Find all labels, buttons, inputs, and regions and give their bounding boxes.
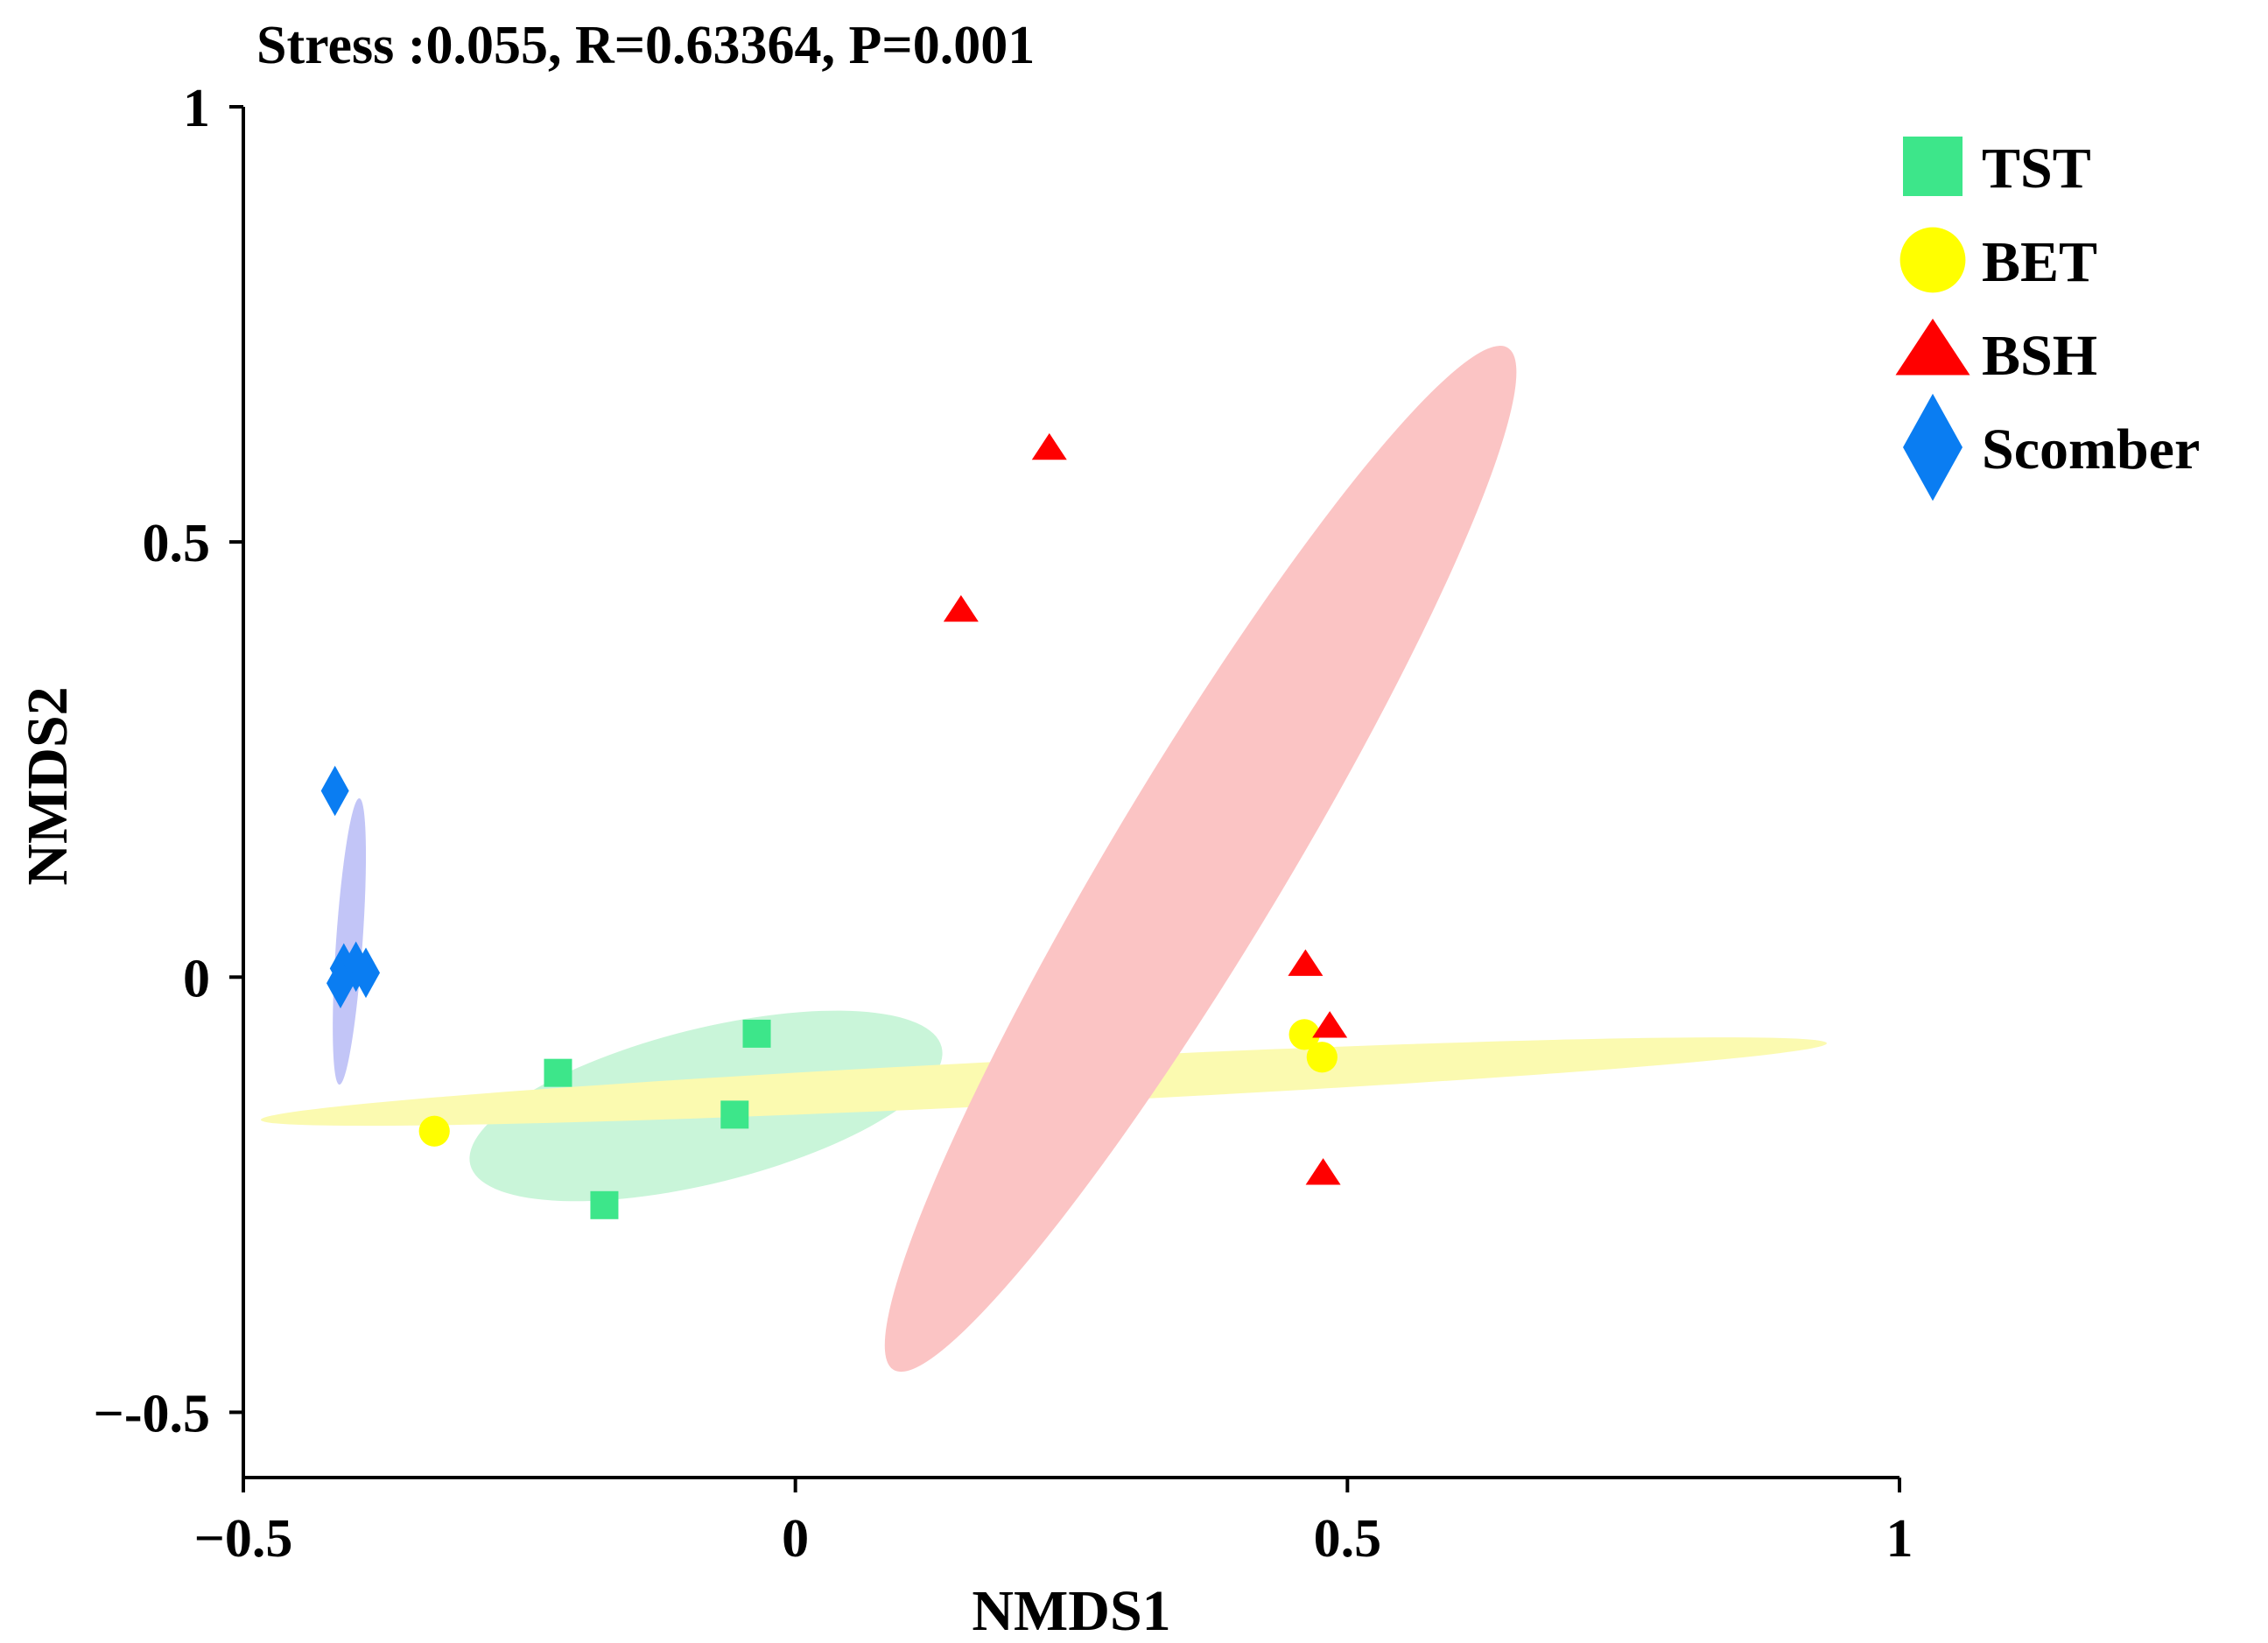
legend-marker-bet	[1899, 227, 1966, 293]
point-tst	[544, 1058, 572, 1087]
legend-marker-bsh	[1895, 318, 1970, 376]
point-scomber	[352, 947, 381, 999]
legend: TST BET BSH Scomber	[1895, 137, 2200, 502]
x-tick-label: −0.5	[194, 1509, 293, 1569]
chart-title: Stress :0.055, R=0.63364, P=0.001	[256, 16, 1035, 75]
y-tick-label: 0	[183, 949, 210, 1008]
point-tst	[720, 1100, 749, 1129]
point-scomber	[326, 958, 355, 1009]
point-tst	[590, 1190, 619, 1219]
legend-marker-scomber	[1903, 393, 1963, 502]
legend-label-tst: TST	[1982, 137, 2091, 200]
y-tick-label: 0.5	[143, 514, 211, 573]
y-tick-label: 1	[183, 79, 210, 138]
x-tick-label: 0	[782, 1509, 809, 1569]
legend-marker-tst	[1903, 137, 1963, 196]
y-ticks: −-0.5 0 0.5 1	[94, 79, 243, 1443]
x-tick-label: 1	[1886, 1509, 1913, 1569]
point-bsh	[1031, 432, 1067, 460]
point-bet	[418, 1115, 450, 1147]
point-bsh	[1288, 949, 1324, 976]
legend-label-scomber: Scomber	[1982, 418, 2200, 481]
y-axis-label: NMDS2	[16, 686, 80, 885]
x-ticks: −0.5 0 0.5 1	[194, 1478, 1913, 1569]
point-bsh	[1305, 1158, 1341, 1185]
ellipse-scomber	[333, 797, 367, 1085]
ellipse-bsh	[884, 346, 1517, 1373]
point-bsh	[1312, 1011, 1348, 1038]
legend-label-bet: BET	[1982, 230, 2097, 294]
legend-label-bsh: BSH	[1982, 324, 2097, 388]
x-axis-label: NMDS1	[972, 1579, 1170, 1643]
point-bet	[1306, 1042, 1338, 1073]
point-tst	[742, 1019, 771, 1048]
point-bsh	[943, 594, 979, 622]
point-bet	[1288, 1019, 1320, 1050]
y-tick-label: −-0.5	[94, 1384, 210, 1443]
points-layer	[320, 432, 1348, 1219]
ellipses-layer	[260, 346, 1827, 1373]
x-tick-label: 0.5	[1314, 1509, 1382, 1569]
point-scomber	[320, 765, 349, 817]
